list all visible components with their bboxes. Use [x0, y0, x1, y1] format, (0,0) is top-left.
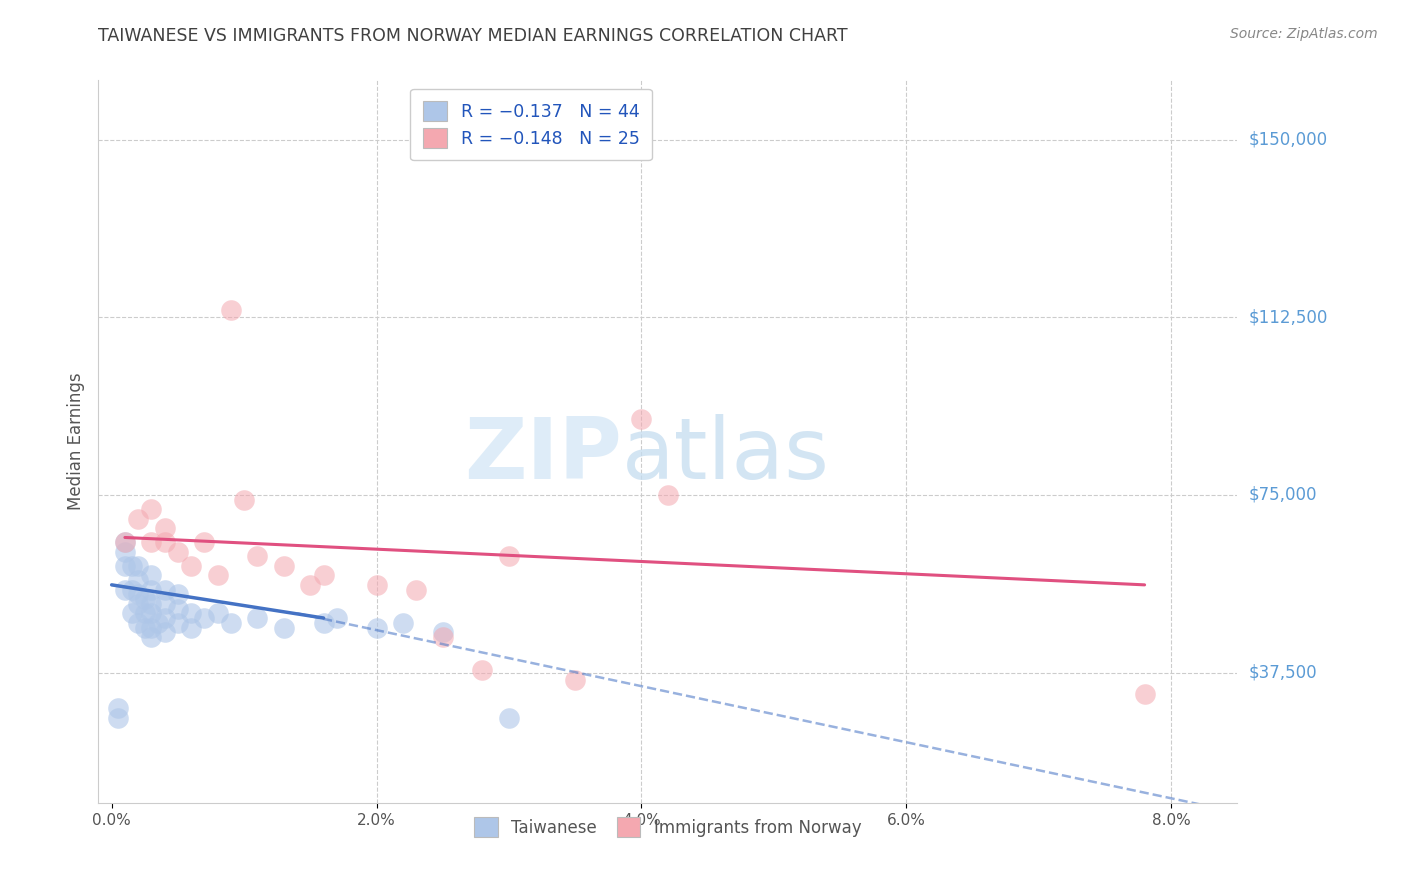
Point — [219, 303, 242, 318]
Point — [392, 615, 415, 630]
Point — [498, 549, 520, 564]
Point — [127, 558, 149, 573]
Point — [167, 601, 190, 615]
Point — [326, 611, 349, 625]
Point — [141, 630, 163, 644]
Point — [207, 607, 229, 621]
Point — [107, 710, 129, 724]
Point — [273, 620, 295, 634]
Text: Source: ZipAtlas.com: Source: ZipAtlas.com — [1230, 27, 1378, 41]
Text: $150,000: $150,000 — [1249, 130, 1327, 148]
Point — [127, 573, 149, 587]
Text: $75,000: $75,000 — [1249, 486, 1317, 504]
Point — [233, 492, 256, 507]
Point — [141, 568, 163, 582]
Point — [153, 625, 176, 640]
Text: $112,500: $112,500 — [1249, 308, 1329, 326]
Point — [432, 630, 454, 644]
Point — [134, 592, 156, 607]
Point — [564, 673, 586, 687]
Point — [405, 582, 427, 597]
Point — [107, 701, 129, 715]
Point — [273, 558, 295, 573]
Point — [134, 607, 156, 621]
Point — [180, 607, 202, 621]
Point — [657, 488, 679, 502]
Point — [127, 511, 149, 525]
Point — [141, 607, 163, 621]
Point — [207, 568, 229, 582]
Point — [246, 549, 269, 564]
Point — [312, 615, 335, 630]
Point — [180, 620, 202, 634]
Point — [219, 615, 242, 630]
Text: TAIWANESE VS IMMIGRANTS FROM NORWAY MEDIAN EARNINGS CORRELATION CHART: TAIWANESE VS IMMIGRANTS FROM NORWAY MEDI… — [98, 27, 848, 45]
Point — [127, 587, 149, 601]
Point — [141, 502, 163, 516]
Point — [146, 615, 169, 630]
Y-axis label: Median Earnings: Median Earnings — [66, 373, 84, 510]
Point — [141, 535, 163, 549]
Point — [167, 587, 190, 601]
Point — [153, 535, 176, 549]
Point — [312, 568, 335, 582]
Point — [127, 615, 149, 630]
Point — [114, 535, 136, 549]
Point — [141, 597, 163, 611]
Point — [366, 578, 388, 592]
Text: ZIP: ZIP — [464, 415, 623, 498]
Point — [114, 582, 136, 597]
Legend: Taiwanese, Immigrants from Norway: Taiwanese, Immigrants from Norway — [467, 809, 869, 845]
Point — [153, 582, 176, 597]
Point — [193, 611, 215, 625]
Point — [114, 544, 136, 558]
Point — [432, 625, 454, 640]
Point — [141, 620, 163, 634]
Point — [471, 663, 494, 677]
Point — [180, 558, 202, 573]
Point — [366, 620, 388, 634]
Point — [167, 615, 190, 630]
Text: atlas: atlas — [623, 415, 831, 498]
Point — [193, 535, 215, 549]
Point — [114, 558, 136, 573]
Point — [127, 597, 149, 611]
Point — [114, 535, 136, 549]
Point — [121, 607, 143, 621]
Point — [153, 597, 176, 611]
Point — [246, 611, 269, 625]
Point — [141, 582, 163, 597]
Point — [630, 412, 652, 426]
Point — [153, 611, 176, 625]
Point — [299, 578, 322, 592]
Text: $37,500: $37,500 — [1249, 664, 1317, 681]
Point — [121, 582, 143, 597]
Point — [153, 521, 176, 535]
Point — [498, 710, 520, 724]
Point — [167, 544, 190, 558]
Point — [134, 620, 156, 634]
Point — [1133, 687, 1156, 701]
Point — [121, 558, 143, 573]
